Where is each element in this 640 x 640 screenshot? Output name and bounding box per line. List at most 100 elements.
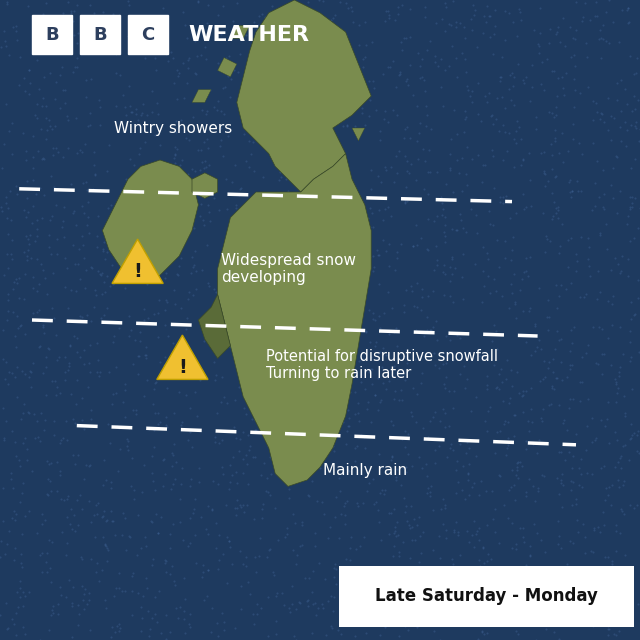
Point <box>522 435 532 445</box>
Point <box>549 627 559 637</box>
Point <box>52 234 62 244</box>
Point <box>327 437 337 447</box>
Polygon shape <box>112 239 163 284</box>
Point <box>260 237 270 248</box>
Point <box>190 68 200 78</box>
Point <box>397 536 408 547</box>
Point <box>550 280 561 290</box>
Point <box>184 619 194 629</box>
Point <box>339 577 349 588</box>
Point <box>396 239 406 249</box>
Point <box>42 456 52 467</box>
Point <box>575 572 585 582</box>
Point <box>627 429 637 440</box>
Point <box>91 566 101 577</box>
Point <box>580 289 591 299</box>
Point <box>320 189 330 200</box>
Point <box>196 199 206 209</box>
Point <box>569 321 579 332</box>
Point <box>606 264 616 275</box>
Point <box>511 470 522 481</box>
Point <box>511 314 521 324</box>
Point <box>454 333 465 343</box>
Point <box>423 189 433 199</box>
Point <box>268 246 278 257</box>
Point <box>231 203 241 213</box>
Point <box>62 262 72 273</box>
Point <box>546 583 556 593</box>
Point <box>189 176 199 186</box>
Point <box>469 478 479 488</box>
Point <box>430 458 440 468</box>
Point <box>350 387 360 397</box>
Point <box>12 278 22 289</box>
Point <box>430 51 440 61</box>
Point <box>575 396 585 406</box>
Point <box>171 456 181 467</box>
Point <box>487 486 497 496</box>
Point <box>475 351 485 362</box>
Point <box>64 361 74 371</box>
Point <box>552 74 563 84</box>
Point <box>28 163 38 173</box>
Point <box>367 207 377 218</box>
Point <box>147 86 157 96</box>
Point <box>509 410 519 420</box>
Point <box>401 285 412 296</box>
Point <box>350 444 360 454</box>
Point <box>265 490 275 500</box>
Point <box>268 90 278 100</box>
Point <box>124 0 134 10</box>
Point <box>591 294 602 305</box>
Point <box>408 590 418 600</box>
Point <box>283 138 293 148</box>
Point <box>494 262 504 272</box>
Point <box>559 90 569 100</box>
Point <box>165 569 175 579</box>
Point <box>147 559 157 570</box>
Point <box>376 461 387 472</box>
Point <box>241 210 251 220</box>
Point <box>79 208 90 218</box>
Point <box>22 207 33 217</box>
Point <box>107 11 117 21</box>
Point <box>340 498 350 508</box>
Point <box>477 543 488 553</box>
Point <box>383 61 393 72</box>
Point <box>311 236 321 246</box>
Point <box>172 115 182 125</box>
Point <box>193 369 204 380</box>
Point <box>28 308 38 319</box>
Point <box>113 204 124 214</box>
Point <box>332 173 342 183</box>
Point <box>327 252 337 262</box>
Point <box>227 308 237 318</box>
Point <box>606 134 616 145</box>
Point <box>431 19 442 29</box>
Point <box>468 541 479 552</box>
Point <box>614 36 625 47</box>
Point <box>79 345 89 355</box>
Point <box>455 550 465 561</box>
Point <box>472 228 483 238</box>
Point <box>13 602 23 612</box>
Point <box>635 124 640 134</box>
Point <box>504 128 515 138</box>
Point <box>216 29 226 39</box>
Point <box>115 70 125 80</box>
Point <box>458 223 468 233</box>
Point <box>485 11 495 21</box>
Point <box>464 443 474 453</box>
Point <box>405 60 415 70</box>
Point <box>265 543 275 554</box>
Point <box>127 453 137 463</box>
Point <box>406 579 417 589</box>
Point <box>566 278 577 288</box>
Point <box>605 500 616 510</box>
Point <box>550 172 560 182</box>
Point <box>430 316 440 326</box>
Point <box>235 434 245 444</box>
Point <box>564 394 575 404</box>
Text: WEATHER: WEATHER <box>189 24 310 45</box>
Point <box>19 74 29 84</box>
